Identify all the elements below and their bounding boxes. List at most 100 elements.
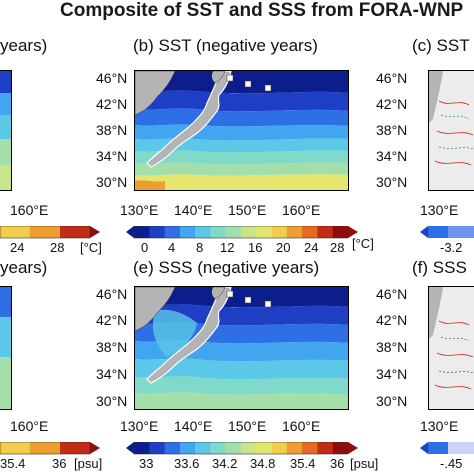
colorbar-b-tick-0: 0 [141, 240, 149, 255]
colorbar-cell [317, 442, 334, 454]
colorbar-cell [149, 226, 165, 238]
colorbar-cell [271, 226, 288, 238]
lon-label-e-160: 160°E [282, 418, 321, 434]
panel-d-map [0, 286, 12, 410]
lon-label-b-130: 130°E [120, 202, 159, 218]
colorbar-cell [332, 442, 349, 454]
lat-label-b-42: 42°N [96, 96, 128, 112]
colorbar-cell [241, 442, 257, 454]
colorbar-d-unit: [psu] [74, 456, 103, 471]
lon-label-a-160: 160°E [10, 202, 49, 218]
colorbar-b-tick-8: 8 [196, 240, 204, 255]
colorbar-b-tick-28: 28 [330, 240, 345, 255]
panel-b-field [135, 71, 348, 190]
lat-label-e-46: 46°N [96, 286, 128, 302]
colorbar-a-tick-24: 24 [10, 240, 25, 255]
colorbar-b-tick-12: 12 [220, 240, 235, 255]
panel-c-map [428, 70, 474, 191]
lon-label-b-160: 160°E [282, 202, 321, 218]
colorbar-cell [164, 442, 181, 454]
colorbar-cell [256, 442, 272, 454]
colorbar-f-tick: -.45 [440, 456, 463, 471]
colorbar-c-diff [420, 226, 474, 238]
colorbar-a-unit: [°C] [80, 240, 102, 255]
lat-label-b-38: 38°N [96, 122, 128, 138]
panel-a-title: years) [0, 36, 48, 55]
lat-label-c-38: 38°N [376, 122, 408, 138]
colorbar-b-tick-20: 20 [276, 240, 291, 255]
panel-b-title: (b) SST (negative years) [133, 36, 318, 55]
colorbar-e-tick-342: 34.2 [212, 456, 238, 471]
colorbar-e-tick-36: 36 [330, 456, 345, 471]
lat-label-f-46: 46°N [376, 286, 408, 302]
lat-label-f-42: 42°N [376, 312, 408, 328]
figure-title: Composite of SST and SSS from FORA-WNP [60, 0, 464, 21]
lon-label-c-130: 130°E [420, 202, 459, 218]
panel-c-title: (c) SST [412, 36, 470, 55]
lon-label-e-140: 140°E [174, 418, 213, 434]
colorbar-cell [195, 442, 211, 454]
lat-label-c-30: 30°N [376, 174, 408, 190]
lon-label-b-140: 140°E [174, 202, 213, 218]
colorbar-cell [195, 226, 211, 238]
panel-a-field [0, 71, 11, 190]
panel-e-field [135, 287, 348, 409]
lat-label-f-34: 34°N [376, 366, 408, 382]
panel-c-field [429, 71, 474, 166]
colorbar-cell [317, 226, 334, 238]
panel-e-title: (e) SSS (negative years) [133, 258, 320, 277]
panel-f-field [429, 287, 474, 390]
lon-label-e-130: 130°E [120, 418, 159, 434]
colorbar-cell [225, 442, 242, 454]
colorbar-cell [286, 226, 303, 238]
colorbar-b-unit: [°C] [352, 236, 374, 251]
panel-e-map [134, 286, 349, 410]
colorbar-f-diff [420, 442, 474, 454]
colorbar-cell [271, 442, 288, 454]
colorbar-cell [256, 226, 272, 238]
colorbar-d-tick-354: 35.4 [0, 456, 26, 471]
panel-b-map [134, 70, 349, 191]
colorbar-b-tick-24: 24 [304, 240, 319, 255]
panel-d-title: years) [0, 258, 48, 277]
colorbar-cell [241, 226, 257, 238]
lat-label-e-30: 30°N [96, 393, 128, 409]
lat-label-e-34: 34°N [96, 366, 128, 382]
colorbar-a-tick-28: 28 [50, 240, 65, 255]
colorbar-cell [149, 442, 165, 454]
lat-label-e-42: 42°N [96, 312, 128, 328]
lat-label-e-38: 38°N [96, 339, 128, 355]
colorbar-cell [225, 226, 242, 238]
lat-label-b-34: 34°N [96, 148, 128, 164]
colorbar-cell [164, 226, 181, 238]
colorbar-cell [179, 226, 196, 238]
colorbar-cell [302, 226, 318, 238]
colorbar-cell [332, 226, 349, 238]
colorbar-e-unit: [psu] [350, 456, 379, 471]
lon-label-f-130: 130°E [420, 418, 459, 434]
colorbar-e-tick-354: 35.4 [290, 456, 316, 471]
lon-label-e-150: 150°E [228, 418, 267, 434]
lon-label-b-150: 150°E [228, 202, 267, 218]
lat-label-c-34: 34°N [376, 148, 408, 164]
colorbar-cell [134, 226, 150, 238]
colorbar-cell [179, 442, 196, 454]
panel-d-field [0, 287, 11, 409]
colorbar-b-tick-4: 4 [168, 240, 176, 255]
colorbar-d-tick-36: 36 [52, 456, 67, 471]
colorbar-e-tick-348: 34.8 [250, 456, 276, 471]
lat-label-b-46: 46°N [96, 70, 128, 86]
panel-f-map [428, 286, 474, 410]
panel-f-title: (f) SSS [412, 258, 467, 277]
lat-label-b-30: 30°N [96, 174, 128, 190]
colorbar-a-sst [0, 226, 100, 239]
colorbar-cell [210, 442, 227, 454]
colorbar-cell [134, 442, 150, 454]
colorbar-c-tick: -3.2 [440, 240, 463, 255]
lat-label-c-42: 42°N [376, 96, 408, 112]
colorbar-b-sst [126, 226, 358, 239]
panel-a-map [0, 70, 12, 191]
colorbar-e-tick-33: 33 [139, 456, 154, 471]
colorbar-cell [286, 442, 303, 454]
lat-label-f-30: 30°N [376, 393, 408, 409]
